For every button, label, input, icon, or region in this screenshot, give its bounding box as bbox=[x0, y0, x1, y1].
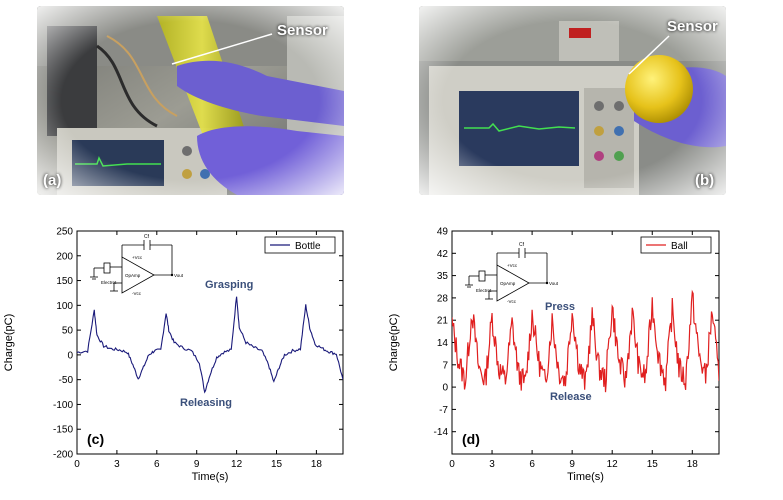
y-tick-label: 100 bbox=[56, 301, 73, 312]
inset-label-vout: Vout bbox=[549, 281, 559, 286]
annotation-releasing: Releasing bbox=[180, 397, 232, 409]
annotation-release: Release bbox=[550, 391, 592, 403]
x-tick-label: 12 bbox=[607, 459, 619, 470]
inset-label-electret: Electret bbox=[476, 288, 492, 293]
y-tick-label: -14 bbox=[434, 427, 449, 438]
y-tick-label: 35 bbox=[437, 271, 449, 282]
y-tick-label: 0 bbox=[67, 350, 73, 361]
legend: Ball bbox=[640, 236, 712, 254]
inset-label-vout: Vout bbox=[174, 273, 184, 278]
inset-label-cf: Cf bbox=[519, 242, 525, 248]
panel-label-a: (a) bbox=[43, 172, 62, 189]
plot-frame bbox=[451, 230, 720, 455]
op-amp-inset: Cf +Vcc OpAmp -Vcc Vout Electret bbox=[90, 234, 184, 296]
series-line-ball bbox=[452, 289, 719, 393]
x-tick-label: 18 bbox=[687, 459, 699, 470]
x-tick-label: 15 bbox=[647, 459, 659, 470]
y-tick-label: 200 bbox=[56, 251, 73, 262]
sensor-label: Sensor bbox=[667, 18, 718, 35]
y-tick-label: 150 bbox=[56, 276, 73, 287]
photo-bottle-experiment: Sensor (a) bbox=[37, 6, 344, 195]
inset-label-cf: Cf bbox=[144, 234, 150, 240]
sensor-pointer-line bbox=[171, 33, 273, 65]
y-tick-label: -200 bbox=[53, 450, 73, 461]
inset-label-opamp: OpAmp bbox=[125, 273, 141, 278]
annotation-press: Press bbox=[545, 301, 575, 313]
inset-label-electret: Electret bbox=[101, 280, 117, 285]
photo-bottle-scene bbox=[37, 6, 344, 195]
x-tick-label: 9 bbox=[569, 459, 575, 470]
legend: Bottle bbox=[264, 236, 336, 254]
photo-ball-experiment: Sensor (b) bbox=[419, 6, 726, 195]
inset-label-opamp: OpAmp bbox=[500, 281, 516, 286]
x-tick-label: 6 bbox=[154, 459, 160, 470]
inset-label-vcc-neg: -Vcc bbox=[132, 291, 142, 296]
y-tick-label: -7 bbox=[439, 405, 448, 416]
y-tick-label: 28 bbox=[437, 293, 449, 304]
sensor-label: Sensor bbox=[277, 22, 328, 39]
photo-ball-scene bbox=[419, 6, 726, 195]
panel-label-d: (d) bbox=[462, 431, 480, 447]
inset-label-vcc-pos: +Vcc bbox=[507, 263, 518, 268]
y-tick-label: 42 bbox=[437, 249, 449, 260]
x-tick-label: 3 bbox=[489, 459, 495, 470]
x-tick-label: 9 bbox=[194, 459, 200, 470]
y-tick-label: 14 bbox=[437, 338, 449, 349]
panel-label-c: (c) bbox=[87, 431, 104, 447]
x-tick-label: 12 bbox=[231, 459, 243, 470]
y-tick-label: 250 bbox=[56, 227, 73, 238]
x-tick-label: 0 bbox=[74, 459, 80, 470]
y-tick-label: 49 bbox=[437, 227, 449, 238]
plot-frame bbox=[76, 230, 344, 455]
chart-bottle-charge: -200 -150 -100 -50 0 50 100 150 200 250 0 3 6 9 12 15 18… bbox=[3, 227, 344, 483]
y-tick-label: -150 bbox=[53, 425, 73, 436]
x-tick-label: 18 bbox=[311, 459, 323, 470]
y-tick-label: 21 bbox=[437, 316, 449, 327]
annotation-grasping: Grasping bbox=[205, 279, 253, 291]
y-axis-label: Charge(pC) bbox=[3, 314, 15, 371]
x-axis-label: Time(s) bbox=[567, 471, 604, 483]
y-tick-label: 0 bbox=[442, 383, 448, 394]
inset-label-vcc-pos: +Vcc bbox=[132, 255, 143, 260]
x-axis-label: Time(s) bbox=[192, 471, 229, 483]
y-axis-label: Charge(pC) bbox=[388, 314, 400, 371]
chart-ball-charge: -14 -7 0 7 14 21 28 35 42 49 0 3 6 9 12 15 18 Time(s) Char… bbox=[388, 227, 720, 483]
x-tick-label: 15 bbox=[271, 459, 283, 470]
legend-entry: Bottle bbox=[295, 241, 321, 252]
y-tick-label: 7 bbox=[442, 360, 448, 371]
x-tick-label: 3 bbox=[114, 459, 120, 470]
y-tick-label: -100 bbox=[53, 400, 73, 411]
sensor-pointer-line bbox=[628, 35, 670, 75]
y-tick-label: -50 bbox=[59, 375, 74, 386]
y-tick-label: 50 bbox=[62, 326, 74, 337]
x-tick-label: 6 bbox=[529, 459, 535, 470]
inset-label-vcc-neg: -Vcc bbox=[507, 299, 517, 304]
x-tick-label: 0 bbox=[449, 459, 455, 470]
series-line-bottle bbox=[77, 296, 343, 394]
op-amp-inset: Cf +Vcc OpAmp -Vcc Vout Electret bbox=[465, 242, 559, 304]
panel-label-b: (b) bbox=[695, 172, 715, 189]
legend-entry: Ball bbox=[671, 241, 688, 252]
